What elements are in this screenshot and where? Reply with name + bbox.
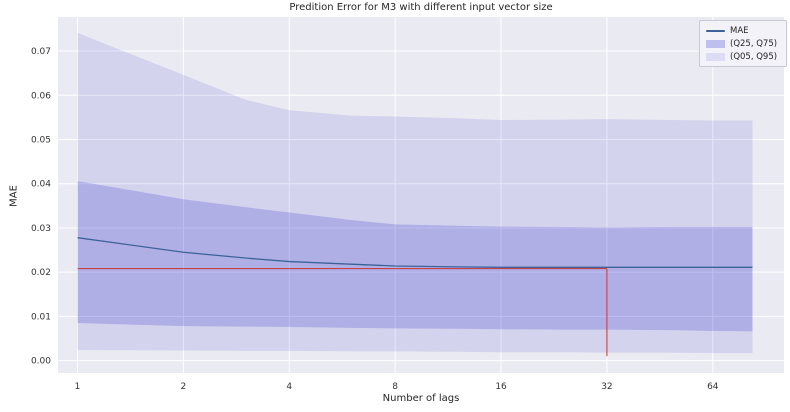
q25-q75-band-swatch	[706, 39, 725, 48]
y-tick-label: 0.02	[31, 268, 51, 278]
x-tick-label: 64	[707, 382, 719, 392]
legend-label: (Q25, Q75)	[730, 38, 778, 49]
mae-line-swatch	[706, 29, 725, 32]
q05-q95-band	[77, 32, 753, 354]
y-tick-label: 0.05	[31, 135, 51, 145]
legend-label: (Q05, Q95)	[730, 51, 778, 62]
x-tick-label: 4	[286, 382, 292, 392]
x-axis-label: Number of lags	[382, 393, 460, 404]
legend-item-q25-q75: (Q25, Q75)	[706, 38, 780, 49]
y-axis-label: MAE	[8, 185, 20, 207]
legend-item-q05-q95: (Q05, Q95)	[706, 51, 780, 62]
y-tick-label: 0.03	[31, 224, 51, 234]
x-tick-label: 2	[181, 382, 187, 392]
q25-q75-band	[77, 181, 753, 332]
x-tick-label: 32	[601, 382, 612, 392]
y-tick-label: 0.01	[31, 312, 51, 322]
q05-q95-band-swatch	[706, 52, 725, 61]
y-tick-label: 0.04	[31, 180, 51, 190]
chart-title: Predition Error for M3 with different in…	[289, 2, 553, 13]
plot-background	[58, 17, 784, 373]
x-tick-label: 1	[75, 382, 81, 392]
legend-item-mae: MAE	[706, 25, 780, 36]
x-tick-label: 8	[392, 382, 398, 392]
y-tick-label: 0.06	[31, 91, 51, 101]
x-tick-label: 16	[495, 382, 507, 392]
y-tick-label: 0.07	[31, 47, 51, 57]
mae-line	[77, 237, 753, 268]
legend: MAE (Q25, Q75) (Q05, Q95)	[699, 20, 787, 67]
legend-label: MAE	[730, 25, 749, 36]
y-tick-label: 0.00	[31, 357, 51, 367]
